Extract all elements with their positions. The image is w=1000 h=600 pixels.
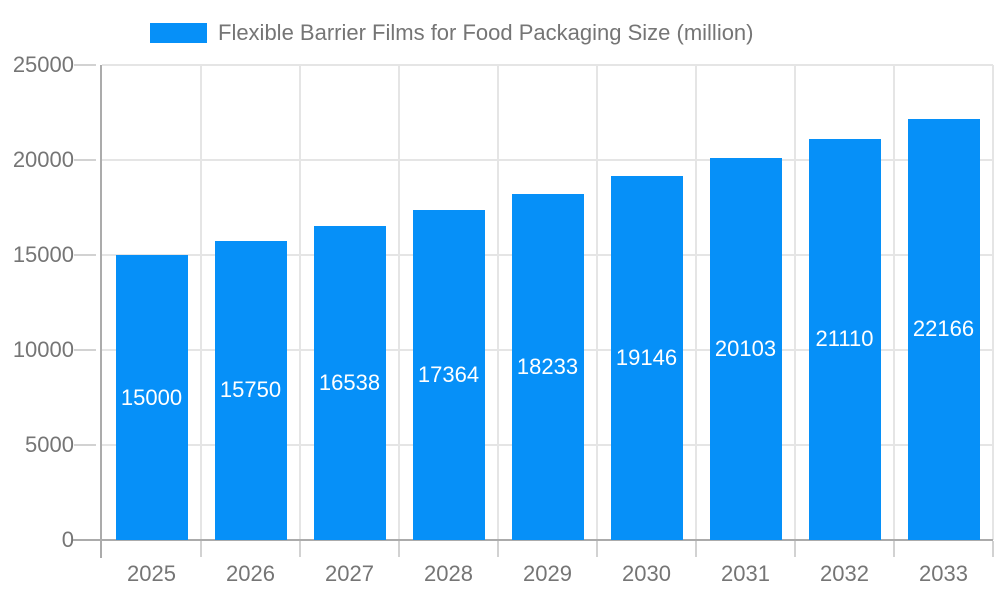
x-axis-label: 2032 (820, 561, 869, 586)
gridline-horizontal (102, 159, 993, 161)
legend-swatch (150, 23, 207, 43)
bar[interactable]: 16538 (313, 225, 386, 540)
x-axis-label: 2029 (523, 561, 572, 586)
gridline-vertical (596, 65, 598, 540)
x-tick-mark (200, 541, 202, 557)
gridline-vertical (695, 65, 697, 540)
x-tick-mark (497, 541, 499, 557)
x-axis-label: 2026 (226, 561, 275, 586)
y-tick-mark (74, 254, 96, 256)
gridline-vertical (893, 65, 895, 540)
gridline-vertical (794, 65, 796, 540)
x-tick-mark (398, 541, 400, 557)
bar-value-label: 17364 (417, 362, 480, 388)
y-axis-label: 15000 (12, 242, 74, 267)
bar-value-label: 19146 (615, 345, 678, 371)
bar-value-label: 18233 (516, 353, 579, 379)
gridline-vertical (992, 65, 994, 540)
bar-value-label: 20103 (714, 336, 777, 361)
x-axis-label: 2025 (127, 561, 176, 586)
y-axis-label: 5000 (25, 432, 74, 457)
bar[interactable]: 19146 (610, 176, 683, 540)
bar[interactable]: 18233 (511, 193, 584, 540)
x-axis-label: 2031 (721, 561, 770, 586)
x-tick-mark (695, 541, 697, 557)
x-tick-mark (992, 541, 994, 557)
x-axis-line (73, 539, 993, 541)
gridline-horizontal (102, 64, 993, 66)
y-axis-label: 0 (61, 527, 74, 552)
x-axis-label: 2027 (325, 561, 374, 586)
gridline-vertical (299, 65, 301, 540)
y-tick-mark (74, 64, 96, 66)
x-tick-mark (893, 541, 895, 557)
bar-value-label: 15750 (219, 377, 282, 403)
x-axis-label: 2028 (424, 561, 473, 586)
x-tick-mark (596, 541, 598, 557)
gridline-vertical (497, 65, 499, 540)
y-axis-label: 25000 (12, 52, 74, 77)
gridline-vertical (200, 65, 202, 540)
y-axis-line (100, 65, 102, 558)
bar[interactable]: 17364 (412, 210, 485, 540)
legend-label: Flexible Barrier Films for Food Packagin… (218, 20, 754, 45)
legend[interactable]: Flexible Barrier Films for Food Packagin… (150, 20, 754, 46)
bar-value-label: 22166 (912, 316, 975, 342)
y-axis-label: 10000 (12, 337, 74, 362)
y-axis-label: 20000 (12, 147, 74, 172)
x-tick-mark (299, 541, 301, 557)
bar-value-label: 15000 (120, 384, 183, 410)
bar[interactable]: 15750 (214, 240, 287, 540)
bar[interactable]: 22166 (907, 118, 980, 540)
bar[interactable]: 15000 (115, 255, 188, 540)
bar[interactable]: 21110 (808, 138, 881, 540)
x-tick-mark (794, 541, 796, 557)
x-axis-label: 2030 (622, 561, 671, 586)
x-axis-label: 2033 (919, 561, 968, 586)
bar[interactable]: 20103 (709, 158, 782, 540)
y-tick-mark (74, 444, 96, 446)
bar-value-label: 21110 (815, 326, 874, 352)
y-tick-mark (74, 159, 96, 161)
bar-value-label: 16538 (318, 369, 381, 395)
gridline-vertical (398, 65, 400, 540)
y-tick-mark (74, 349, 96, 351)
